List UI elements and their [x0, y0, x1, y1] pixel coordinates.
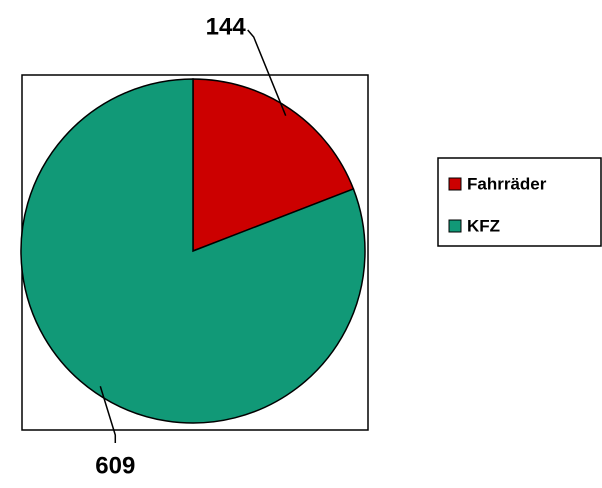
leader-line: [99, 386, 117, 443]
legend-label: KFZ: [467, 216, 500, 235]
leader-line: [247, 29, 287, 116]
legend-swatch: [448, 177, 462, 191]
legend-swatch: [448, 219, 462, 233]
pie-slice: [192, 78, 355, 253]
data-label: 144: [206, 13, 247, 40]
legend-label: Fahrräder: [467, 174, 547, 193]
legend-box: [437, 157, 602, 247]
data-label: 609: [95, 452, 135, 479]
pie-slice: [20, 78, 366, 424]
